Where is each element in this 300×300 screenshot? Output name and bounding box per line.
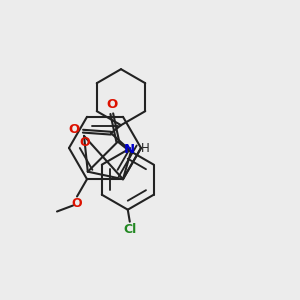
Text: O: O: [106, 98, 117, 111]
Text: Cl: Cl: [123, 223, 136, 236]
Text: O: O: [72, 197, 82, 210]
Text: H: H: [141, 142, 149, 155]
Text: N: N: [123, 143, 135, 156]
Text: O: O: [80, 136, 90, 149]
Text: O: O: [68, 123, 80, 136]
